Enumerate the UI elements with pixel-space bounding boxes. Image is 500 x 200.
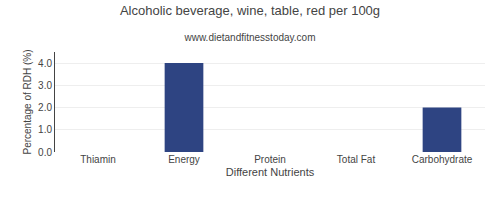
svg-text:2.0: 2.0: [38, 102, 52, 113]
svg-text:0.0: 0.0: [38, 147, 52, 158]
svg-text:Carbohydrate: Carbohydrate: [412, 154, 473, 165]
svg-text:Different Nutrients: Different Nutrients: [226, 166, 315, 178]
svg-text:Protein: Protein: [254, 154, 286, 165]
svg-text:4.0: 4.0: [38, 58, 52, 69]
svg-text:Total Fat: Total Fat: [337, 154, 376, 165]
svg-text:Thiamin: Thiamin: [80, 154, 116, 165]
svg-text:1.0: 1.0: [38, 124, 52, 135]
svg-text:3.0: 3.0: [38, 80, 52, 91]
svg-text:Energy: Energy: [168, 154, 200, 165]
svg-text:www.dietandfitnesstoday.com: www.dietandfitnesstoday.com: [184, 32, 316, 43]
svg-text:Percentage of RDH (%): Percentage of RDH (%): [22, 49, 33, 154]
svg-text:Alcoholic beverage, wine, tabl: Alcoholic beverage, wine, table, red per…: [120, 3, 380, 18]
